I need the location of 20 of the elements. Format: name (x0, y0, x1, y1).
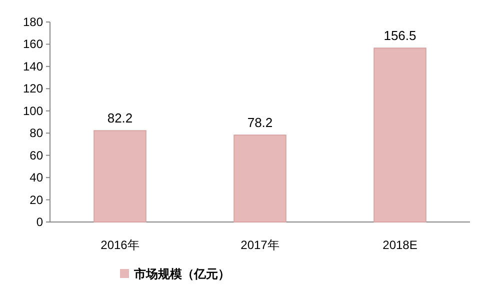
x-tick-label: 2017年 (240, 238, 280, 252)
y-tick-label: 140 (22, 59, 44, 74)
bar (374, 48, 426, 222)
legend-label: 市场规模（亿元） (133, 267, 230, 281)
data-label: 78.2 (247, 115, 273, 130)
data-label: 156.5 (384, 28, 416, 44)
y-tick-label: 100 (22, 104, 44, 118)
y-tick-label: 120 (22, 82, 44, 96)
y-tick-label: 80 (30, 126, 44, 140)
y-tick-label: 180 (22, 15, 44, 29)
y-tick-label: 60 (30, 148, 44, 162)
bar (234, 134, 286, 222)
x-tick-label: 2016年 (100, 238, 140, 252)
y-tick-label: 20 (30, 192, 44, 207)
data-label: 82.2 (107, 110, 133, 126)
x-tick-label: 2018E (382, 238, 418, 252)
y-tick-label: 0 (36, 215, 44, 229)
bar (94, 130, 146, 222)
y-tick-label: 40 (30, 170, 44, 185)
y-tick-label: 160 (22, 37, 44, 52)
